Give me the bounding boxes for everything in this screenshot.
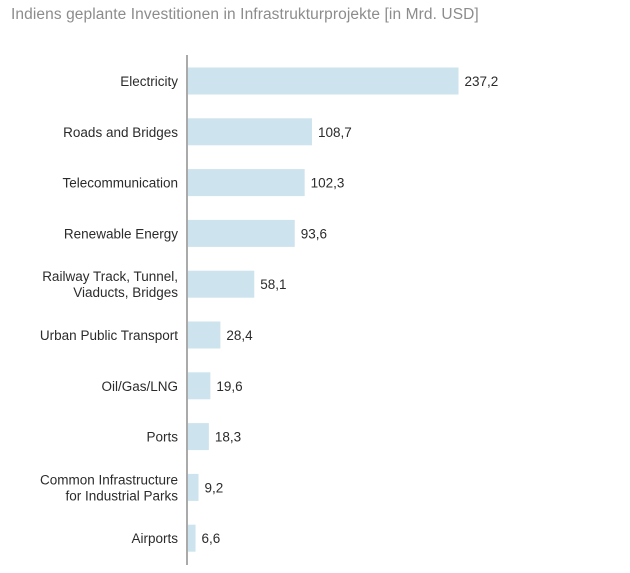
bar <box>188 270 255 298</box>
data-label: 93,6 <box>301 226 327 241</box>
bar <box>188 321 221 349</box>
bar <box>188 169 305 197</box>
category-label-line: Renewable Energy <box>64 226 178 241</box>
data-label: 102,3 <box>311 176 345 191</box>
category-label-line: Roads and Bridges <box>63 125 178 140</box>
bar <box>188 473 199 501</box>
category-label: Telecommunication <box>62 176 178 191</box>
category-label: Railway Track, Tunnel, Viaducts, Bridges <box>42 269 178 300</box>
category-label: Renewable Energy <box>64 226 178 241</box>
chart-title: Indiens geplante Investitionen in Infras… <box>11 6 479 23</box>
data-label: 28,4 <box>226 328 253 343</box>
data-label: 9,2 <box>204 480 223 495</box>
bar <box>188 219 295 247</box>
category-label-line: Viaducts, Bridges <box>73 285 178 300</box>
category-label-line: Railway Track, Tunnel, <box>42 269 178 284</box>
category-label-line: Ports <box>146 430 178 445</box>
category-label-line: Common Infrastructure <box>40 472 178 487</box>
data-label: 58,1 <box>260 277 286 292</box>
category-label: Electricity <box>120 74 178 89</box>
data-label: 18,3 <box>215 430 241 445</box>
bar <box>188 118 312 146</box>
category-label-line: Airports <box>131 531 178 546</box>
category-label-line: Urban Public Transport <box>40 328 178 343</box>
bar <box>188 423 209 451</box>
data-label: 108,7 <box>318 125 352 140</box>
category-label-line: Oil/Gas/LNG <box>101 379 178 394</box>
bar <box>188 524 196 552</box>
category-label: Common Infrastructure for Industrial Park… <box>40 472 178 503</box>
category-label: Roads and Bridges <box>63 125 178 140</box>
data-label: 6,6 <box>202 531 221 546</box>
bar <box>188 67 459 95</box>
category-label: Airports <box>131 531 178 546</box>
category-label-line: Electricity <box>120 74 178 89</box>
data-label: 237,2 <box>465 74 499 89</box>
category-label: Ports <box>146 430 178 445</box>
data-label: 19,6 <box>216 379 242 394</box>
category-label: Urban Public Transport <box>40 328 178 343</box>
bar-series: 237,2 Electricity 108,7 Roads and Bridges 10… <box>40 67 499 552</box>
category-label: Oil/Gas/LNG <box>101 379 178 394</box>
bar <box>188 372 211 400</box>
category-label-line: for Industrial Parks <box>65 488 178 503</box>
category-label-line: Telecommunication <box>62 176 178 191</box>
